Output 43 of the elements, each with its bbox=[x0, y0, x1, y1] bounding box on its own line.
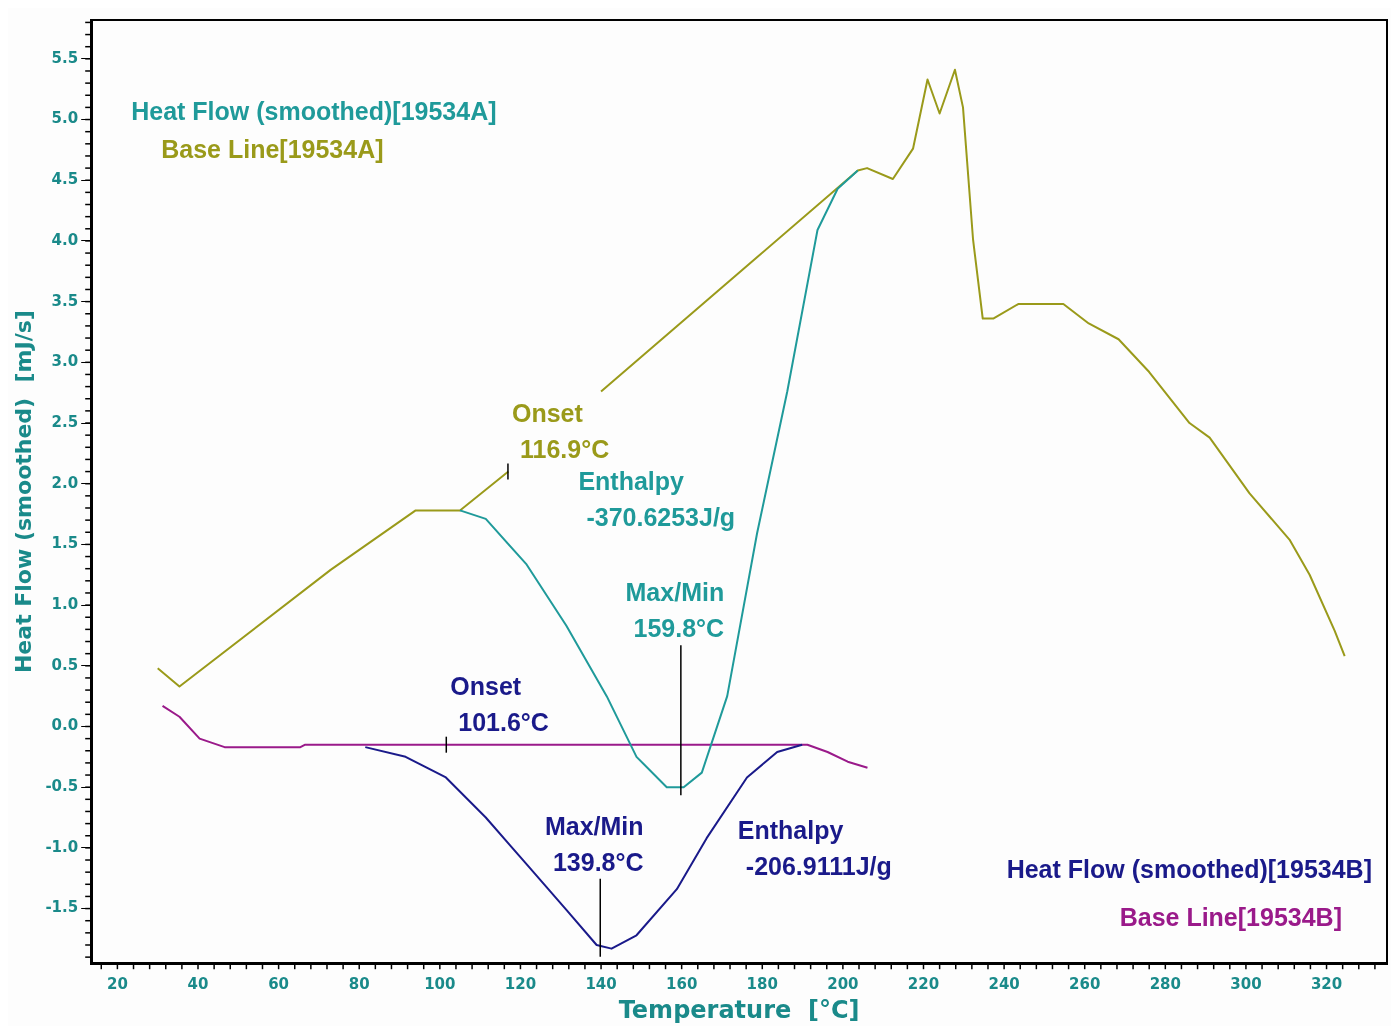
x-tick-label: 160 bbox=[666, 975, 698, 994]
y-tick-label: 3.0 bbox=[51, 352, 79, 371]
x-tick-label: 20 bbox=[106, 975, 128, 994]
y-tick-label: 1.0 bbox=[51, 594, 79, 613]
x-tick-label: 300 bbox=[1230, 975, 1262, 994]
y-tick-label: 4.5 bbox=[51, 170, 79, 189]
x-tick-label: 140 bbox=[585, 975, 617, 994]
x-tick-label: 320 bbox=[1310, 975, 1343, 994]
y-tick-label: -1.5 bbox=[45, 898, 79, 917]
text: Base Line[19534A] bbox=[161, 135, 384, 163]
y-tick-label: 4.0 bbox=[51, 230, 79, 249]
x-tick-label: 100 bbox=[424, 975, 456, 994]
text: Heat Flow (smoothed)[19534A] bbox=[131, 97, 497, 125]
x-tick-label: 200 bbox=[827, 975, 859, 994]
annotation: Max/Min 159.8°C bbox=[625, 578, 725, 643]
x-tick-label: 120 bbox=[504, 975, 537, 994]
y-tick-label: 5.0 bbox=[51, 109, 79, 128]
y-axis-title: Heat Flow (smoothed) [mJ/s] bbox=[10, 310, 36, 674]
y-tick-label: 1.5 bbox=[51, 534, 79, 553]
y-tick-label: -0.5 bbox=[45, 777, 79, 796]
annotation: Max/Min 139.8°C bbox=[544, 811, 644, 876]
x-tick-label: 40 bbox=[187, 975, 209, 994]
y-tick-label: -1.0 bbox=[45, 837, 79, 856]
x-tick-label: 260 bbox=[1069, 975, 1101, 994]
y-tick-label: 2.5 bbox=[51, 412, 79, 431]
x-axis-title: Temperature [°C] bbox=[618, 995, 860, 1024]
annotation: Enthalpy -370.6253J/g bbox=[578, 466, 736, 531]
x-tick-label: 60 bbox=[268, 975, 290, 994]
y-tick-label: 2.0 bbox=[51, 473, 79, 492]
y-tick-label: 5.5 bbox=[51, 48, 79, 67]
annotation: Onset 116.9°C bbox=[511, 398, 610, 463]
x-tick-label: 180 bbox=[746, 975, 778, 994]
x-tick-label: 80 bbox=[348, 975, 370, 994]
y-tick-label: 3.5 bbox=[51, 291, 79, 310]
annotation: Onset 101.6°C bbox=[450, 671, 549, 736]
x-tick-label: 240 bbox=[988, 975, 1020, 994]
text: Heat Flow (smoothed)[19534B] bbox=[1006, 855, 1372, 884]
x-tick-label: 280 bbox=[1149, 975, 1181, 994]
annotation: Enthalpy -206.9111J/g bbox=[737, 816, 892, 881]
y-tick-label: 0.0 bbox=[51, 716, 79, 735]
y-tick-label: 0.5 bbox=[51, 655, 79, 674]
text: Base Line[19534B] bbox=[1119, 903, 1342, 932]
x-tick-label: 220 bbox=[907, 975, 940, 994]
